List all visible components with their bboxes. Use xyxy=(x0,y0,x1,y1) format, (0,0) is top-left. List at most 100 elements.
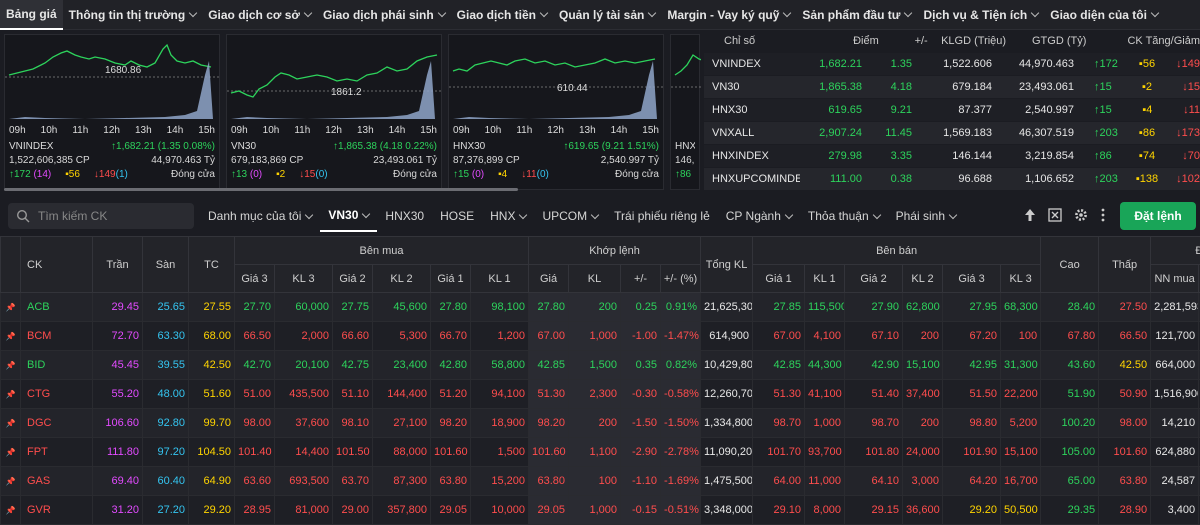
mini-value-row: HNX30 xyxy=(675,141,695,152)
index-breadth: ↑15 ▪4 ↓11 xyxy=(1074,104,1200,116)
ask-cell: 200 xyxy=(902,321,944,351)
tab-9[interactable]: Phái sinh xyxy=(888,200,964,232)
more-icon[interactable] xyxy=(1100,208,1106,222)
index-row[interactable]: VNXALL 2,907.24 11.45 1,569.183 46,307.519 ↑2… xyxy=(704,122,1200,145)
symbol-cell[interactable]: DGC xyxy=(20,408,93,438)
nav-item-4[interactable]: Giao dịch tiền xyxy=(451,0,553,30)
ask-cell: 93,700 xyxy=(804,437,846,467)
pin-icon[interactable]: 📌 xyxy=(0,495,21,525)
nav-label: Margin - Vay ký quỹ xyxy=(667,7,780,22)
symbol-cell[interactable]: BCM xyxy=(20,321,93,351)
tab-0[interactable]: Danh mục của tôi xyxy=(200,200,320,232)
index-panel: Chỉ số Điểm +/- KLGD (Triệu) GTGD (Tỷ) CK Tăn… xyxy=(704,30,1200,195)
bid-cell: 63.60 xyxy=(234,466,275,496)
index-breadth: ↑15 ▪2 ↓15 xyxy=(1074,81,1200,93)
table-row[interactable]: 📌 CTG 55.20 48.00 51.60 51.00 435,500 51.10 144,… xyxy=(0,379,1200,409)
nav-item-7[interactable]: Sản phẩm đầu tư xyxy=(796,0,917,30)
nav-item-2[interactable]: Giao dịch cơ sở xyxy=(202,0,317,30)
symbol-cell[interactable]: GAS xyxy=(20,466,93,496)
index-cell: 2,540.997 xyxy=(1025,104,1074,116)
bid-cell: 27,100 xyxy=(372,408,431,438)
market-status: Đóng cửa xyxy=(393,169,437,180)
index-row[interactable]: HNXINDEX 279.98 3.35 146.144 3,219.854 ↑86 ▪74… xyxy=(704,145,1200,168)
table-row[interactable]: 📌 BCM 72.70 63.30 68.00 66.50 2,000 66.60 5,300 6… xyxy=(0,321,1200,351)
mini-chart-2[interactable]: 610.44 09h 10h 11h 12h 13h 14h 15h HNX30 ↑619.65 … xyxy=(448,34,665,190)
bid-cell: 42.80 xyxy=(430,350,471,380)
tab-4[interactable]: HNX xyxy=(482,200,534,232)
bid-cell: 94,100 xyxy=(469,379,530,409)
reference-cell: 42.50 xyxy=(188,350,235,380)
ceiling-count: (14) xyxy=(30,169,52,180)
mini-chart-3[interactable]: HNX30 146,1 ↑86 xyxy=(670,34,701,190)
sub-header: Giá 3 xyxy=(234,264,275,293)
ask-cell: 15,100 xyxy=(1000,437,1042,467)
tab-5[interactable]: UPCOM xyxy=(534,200,606,232)
bid-cell: 144,400 xyxy=(372,379,431,409)
tab-3[interactable]: HOSE xyxy=(432,200,482,232)
index-row[interactable]: HNXUPCOMINDEX111.000.3896.6881,106.652↑2… xyxy=(704,168,1200,191)
nav-item-1[interactable]: Thông tin thị trường xyxy=(63,0,203,30)
index-cell: 1,522.606 xyxy=(943,58,992,70)
bid-cell: 357,800 xyxy=(372,495,431,525)
bid-cell: 58,800 xyxy=(469,350,530,380)
mini-chart-0[interactable]: 1680.86 09h 10h 11h 12h 13h 14h 15h VNINDEX ↑1,68… xyxy=(4,34,221,190)
pin-icon[interactable]: 📌 xyxy=(0,408,21,438)
symbol-cell[interactable]: ACB xyxy=(20,292,93,322)
pin-icon[interactable]: 📌 xyxy=(0,466,21,496)
nav-item-9[interactable]: Giao diện của tôi xyxy=(1044,0,1164,30)
nav-item-0[interactable]: Bảng giá xyxy=(0,0,63,30)
pin-icon[interactable]: 📌 xyxy=(0,379,21,409)
pin-icon[interactable]: 📌 xyxy=(0,350,21,380)
symbol-cell[interactable]: BID xyxy=(20,350,93,380)
search-box[interactable]: Tìm kiếm CK xyxy=(8,203,194,229)
bid-cell: 98,100 xyxy=(469,292,530,322)
mini-chart-line xyxy=(671,54,701,88)
excel-icon[interactable] xyxy=(1048,208,1062,222)
table-row[interactable]: 📌 ACB 29.45 25.65 27.55 27.70 60,000 27.75 45,60… xyxy=(0,292,1200,322)
nav-item-6[interactable]: Margin - Vay ký quỹ xyxy=(661,0,796,30)
symbol-cell[interactable]: GVR xyxy=(20,495,93,525)
symbol-cell[interactable]: CTG xyxy=(20,379,93,409)
search-input[interactable]: Tìm kiếm CK xyxy=(38,209,108,223)
mini-value-traded: 2,540.997 Tỷ xyxy=(600,155,659,166)
tab-7[interactable]: CP Ngành xyxy=(718,200,800,232)
decliners: ↓102 xyxy=(1176,173,1200,185)
tab-6[interactable]: Trái phiếu riêng lẻ xyxy=(606,200,718,232)
tab-8[interactable]: Thỏa thuận xyxy=(800,200,888,232)
nav-item-8[interactable]: Dịch vụ & Tiện ích xyxy=(917,0,1044,30)
order-button[interactable]: Đặt lệnh xyxy=(1120,202,1196,230)
pin-icon[interactable]: 📌 xyxy=(0,292,21,322)
mini-breadth-row: ↑172 (14) ▪56 ↓149(1) Đóng cửa xyxy=(9,169,215,180)
table-row[interactable]: 📌 BID 45.45 39.55 42.50 42.70 20,100 42.75 23,40… xyxy=(0,350,1200,380)
decliners: ↓11 xyxy=(1183,104,1200,116)
arrow-up-icon[interactable] xyxy=(1024,208,1036,222)
tab-2[interactable]: HNX30 xyxy=(377,200,432,232)
floor-count: (0) xyxy=(315,169,328,180)
mini-value-traded: 23,493.061 Tỷ xyxy=(373,155,437,166)
sub-header: +/- xyxy=(620,264,662,293)
gear-icon[interactable] xyxy=(1074,208,1088,222)
unchanged: ▪2 xyxy=(1141,81,1153,93)
low-cell: 98.00 xyxy=(1098,408,1152,438)
index-row[interactable]: HNX30 619.65 9.21 87.377 2,540.997 ↑15 ▪4 ↓11 xyxy=(704,99,1200,122)
nav-item-5[interactable]: Quản lý tài sản xyxy=(553,0,661,30)
table-row[interactable]: 📌 GAS 69.40 60.40 64.90 63.60 693,500 63.70 87,3… xyxy=(0,466,1200,496)
nav-item-3[interactable]: Giao dịch phái sinh xyxy=(317,0,451,30)
mini-charts-scrollbar[interactable] xyxy=(4,188,518,191)
tab-1[interactable]: VN30 xyxy=(320,200,378,232)
table-row[interactable]: 📌 GVR 31.20 27.20 29.20 28.95 81,000 29.00 357,8… xyxy=(0,495,1200,525)
mini-volume: 1,522,606,385 CP xyxy=(9,155,90,166)
index-cell: 679.184 xyxy=(952,81,992,93)
nav-label: Giao diện của tôi xyxy=(1050,7,1147,22)
pin-icon[interactable]: 📌 xyxy=(0,321,21,351)
time-tick: 12h xyxy=(547,125,564,136)
symbol-cell[interactable]: FPT xyxy=(20,437,93,467)
time-tick: 09h xyxy=(231,125,248,136)
index-cell: HNX30 xyxy=(712,104,748,116)
table-row[interactable]: 📌 DGC 106.60 92.80 99.70 98.00 37,600 98.10 27,1… xyxy=(0,408,1200,438)
pin-icon[interactable]: 📌 xyxy=(0,437,21,467)
mini-chart-1[interactable]: 1861.2 09h 10h 11h 12h 13h 14h 15h VN30 ↑1,865.38… xyxy=(226,34,443,190)
index-row[interactable]: VN30 1,865.38 4.18 679.184 23,493.061 ↑15 ▪2 ↓1… xyxy=(704,76,1200,99)
table-row[interactable]: 📌 FPT 111.80 97.20 104.50 101.40 14,400 101.50 8… xyxy=(0,437,1200,467)
index-row[interactable]: VNINDEX 1,682.21 1.35 1,522.606 44,970.463 ↑1… xyxy=(704,53,1200,76)
